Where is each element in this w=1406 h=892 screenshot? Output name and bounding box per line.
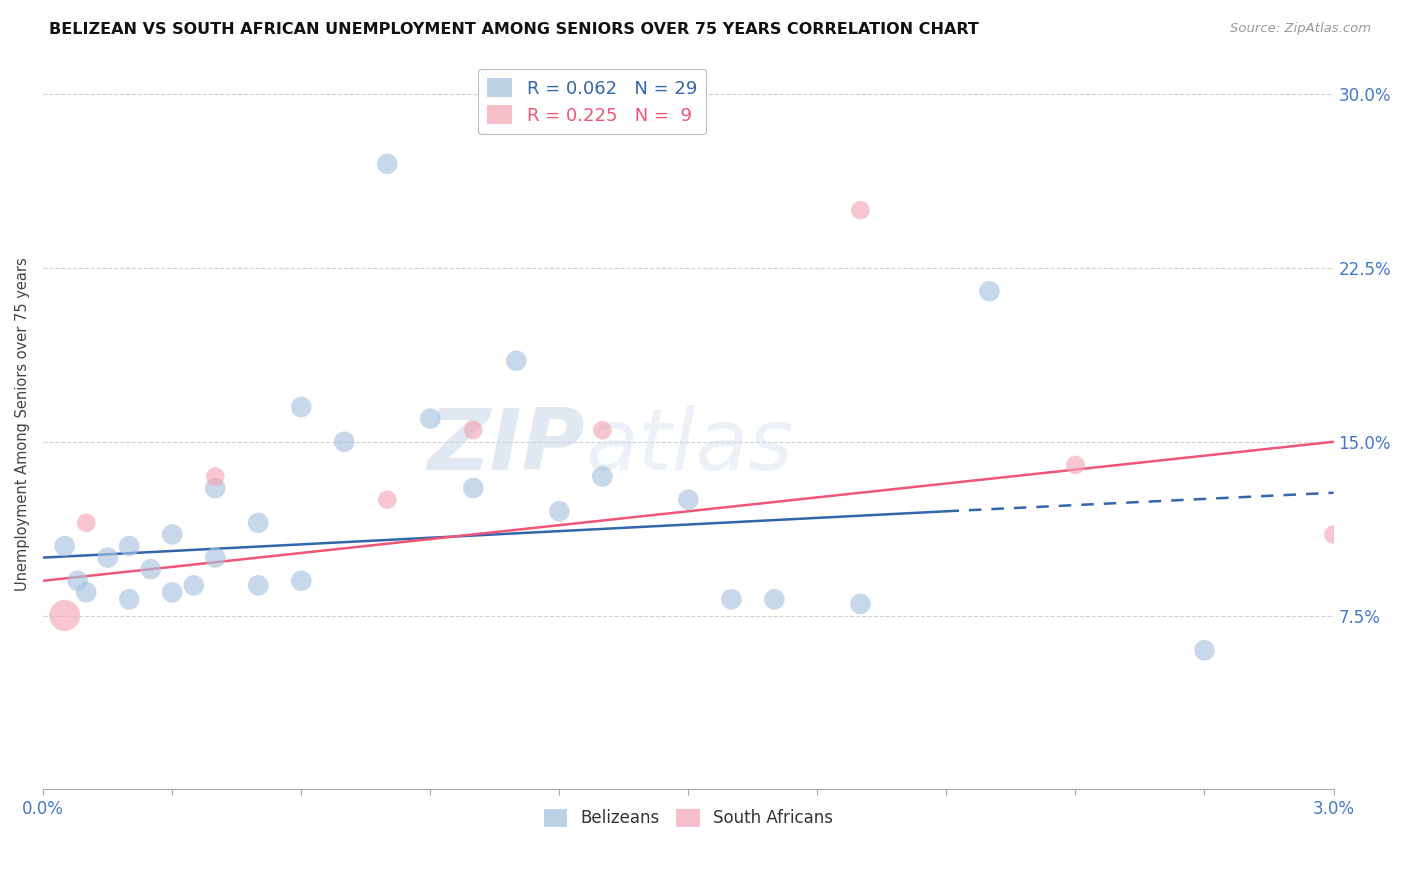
Text: ZIP: ZIP bbox=[427, 405, 585, 488]
Point bbox=[75, 585, 97, 599]
Point bbox=[678, 492, 700, 507]
Point bbox=[204, 469, 226, 483]
Point bbox=[53, 608, 76, 623]
Point bbox=[247, 516, 270, 530]
Point bbox=[419, 411, 441, 425]
Point bbox=[53, 539, 76, 553]
Point bbox=[505, 353, 527, 368]
Point bbox=[290, 574, 312, 588]
Point bbox=[720, 592, 742, 607]
Point bbox=[66, 574, 89, 588]
Point bbox=[1064, 458, 1087, 472]
Point bbox=[979, 284, 1001, 298]
Point bbox=[333, 434, 356, 449]
Text: atlas: atlas bbox=[585, 405, 793, 488]
Point bbox=[160, 527, 183, 541]
Point bbox=[849, 203, 872, 218]
Point bbox=[1322, 527, 1344, 541]
Point bbox=[118, 592, 141, 607]
Point bbox=[463, 481, 485, 495]
Point bbox=[160, 585, 183, 599]
Point bbox=[204, 481, 226, 495]
Point bbox=[591, 469, 613, 483]
Point bbox=[139, 562, 162, 576]
Point bbox=[75, 516, 97, 530]
Text: Source: ZipAtlas.com: Source: ZipAtlas.com bbox=[1230, 22, 1371, 36]
Point bbox=[548, 504, 571, 518]
Text: BELIZEAN VS SOUTH AFRICAN UNEMPLOYMENT AMONG SENIORS OVER 75 YEARS CORRELATION C: BELIZEAN VS SOUTH AFRICAN UNEMPLOYMENT A… bbox=[49, 22, 979, 37]
Point bbox=[375, 157, 398, 171]
Point bbox=[97, 550, 120, 565]
Point bbox=[591, 423, 613, 437]
Point bbox=[204, 550, 226, 565]
Point bbox=[375, 492, 398, 507]
Point bbox=[290, 400, 312, 414]
Point bbox=[118, 539, 141, 553]
Point bbox=[1194, 643, 1216, 657]
Legend: Belizeans, South Africans: Belizeans, South Africans bbox=[536, 800, 841, 836]
Point bbox=[183, 578, 205, 592]
Point bbox=[763, 592, 786, 607]
Point bbox=[463, 423, 485, 437]
Y-axis label: Unemployment Among Seniors over 75 years: Unemployment Among Seniors over 75 years bbox=[15, 258, 30, 591]
Point bbox=[849, 597, 872, 611]
Point bbox=[247, 578, 270, 592]
